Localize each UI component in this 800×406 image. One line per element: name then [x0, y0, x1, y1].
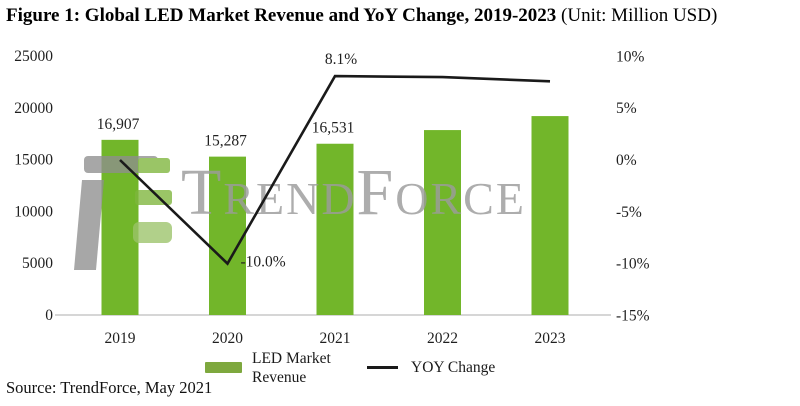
y-left-tick-5000: 5000: [22, 255, 53, 272]
chart-title-main: Figure 1: Global LED Market Revenue and …: [6, 5, 557, 26]
bar-2023: [531, 116, 569, 315]
legend-bar-label: LED Market Revenue: [252, 350, 331, 386]
legend-bar-swatch: [205, 362, 242, 373]
bar-value-label-2020: 15,287: [204, 133, 247, 150]
x-tick-2019: 2019: [105, 330, 136, 347]
y-right-tick--15%: -15%: [616, 307, 650, 324]
bar-value-label-2021: 16,531: [312, 120, 355, 137]
y-left-tick-15000: 15000: [14, 152, 53, 169]
y-right-tick--10%: -10%: [616, 256, 650, 273]
x-tick-2023: 2023: [535, 330, 566, 347]
y-left-tick-20000: 20000: [14, 100, 53, 117]
line-label-2020: -10.0%: [241, 254, 286, 271]
y-left-tick-0: 0: [45, 307, 53, 324]
y-left-tick-25000: 25000: [14, 48, 53, 65]
chart-title: Figure 1: Global LED Market Revenue and …: [6, 4, 798, 28]
legend-line-label: YOY Change: [411, 359, 496, 376]
x-tick-2022: 2022: [427, 330, 458, 347]
bar-2021: [316, 143, 354, 315]
x-tick-2020: 2020: [212, 330, 243, 347]
y-right-tick-10%: 10%: [616, 48, 645, 65]
bar-value-label-2019: 16,907: [97, 116, 140, 133]
bar-2022: [424, 130, 461, 315]
yoy-change-line: [119, 74, 551, 266]
chart-title-unit: (Unit: Million USD): [561, 5, 718, 26]
y-right-tick-5%: 5%: [616, 100, 637, 117]
y-left-tick-10000: 10000: [14, 203, 53, 220]
y-right-tick-0%: 0%: [616, 152, 637, 169]
y-right-tick--5%: -5%: [616, 204, 642, 221]
bar-2020: [209, 156, 246, 315]
legend-line-swatch: [367, 366, 398, 369]
source-note: Source: TrendForce, May 2021: [6, 378, 213, 397]
x-tick-2021: 2021: [320, 330, 351, 347]
line-label-2021: 8.1%: [325, 51, 357, 68]
